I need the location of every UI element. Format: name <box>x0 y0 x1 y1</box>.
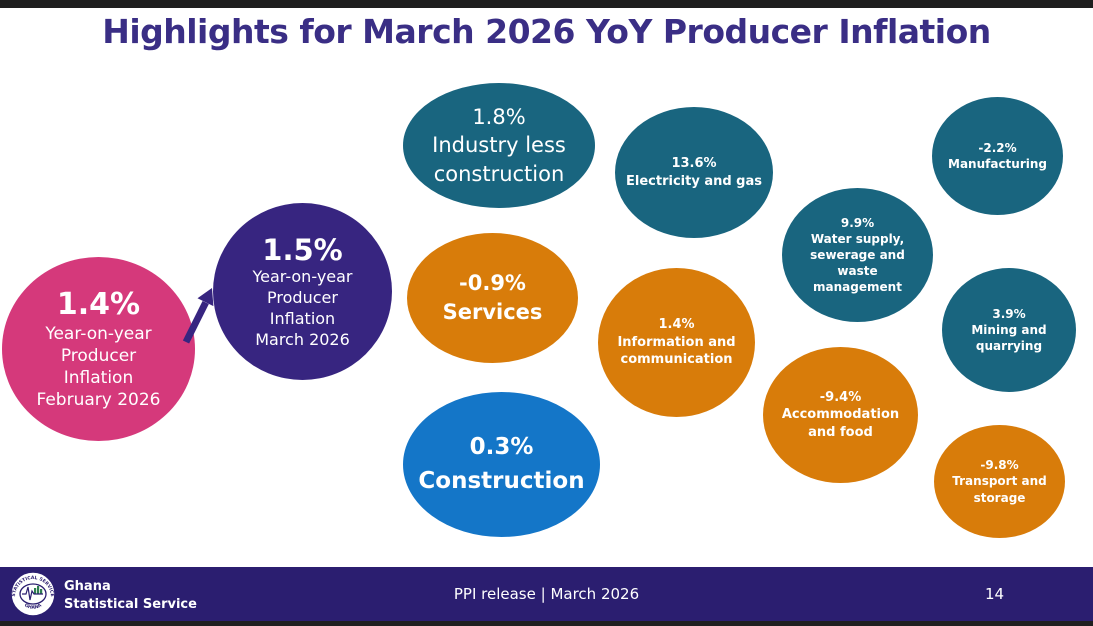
bubble-value: 1.8% <box>472 104 526 129</box>
bubble-construction: 0.3% Construction <box>403 392 600 537</box>
bottom-accent-bar <box>0 621 1093 626</box>
slide-title: Highlights for March 2026 YoY Producer I… <box>102 12 991 51</box>
footer-release-text: PPI release | March 2026 <box>453 585 640 603</box>
bubble-february-inflation: 1.4% Year-on-year Producer Inflation Feb… <box>2 257 195 441</box>
footer-org-line1: Ghana <box>64 579 111 594</box>
bubble-label: Services <box>442 300 543 324</box>
bubble-label: Water supply, sewerage and waste managem… <box>810 231 905 295</box>
bubble-label: Accommodation and food <box>781 407 900 440</box>
bubble-value: 1.4% <box>56 286 141 322</box>
bubble-value: 3.9% <box>992 306 1026 321</box>
top-accent-bar <box>0 0 1093 8</box>
bubble-accommodation-food: -9.4% Accommodation and food <box>763 347 918 483</box>
bubble-value: -9.4% <box>819 389 862 405</box>
bubble-value: -0.9% <box>459 270 526 295</box>
bubble-march-inflation: 1.5% Year-on-year Producer Inflation Mar… <box>213 203 392 380</box>
bubble-label: Manufacturing <box>948 157 1047 171</box>
bubble-label: Electricity and gas <box>626 173 762 189</box>
ghana-statistical-service-logo-icon: STATISTICAL SERVICE GHANA <box>10 571 56 617</box>
bubble-label: Year-on-year Producer Inflation February… <box>36 323 161 411</box>
bubble-label: Mining and quarrying <box>971 322 1047 354</box>
bubble-information-communication: 1.4% Information and communication <box>598 268 755 417</box>
bubble-label: Transport and storage <box>952 474 1047 505</box>
bubble-value: 9.9% <box>840 215 875 230</box>
footer-page-number: 14 <box>985 585 1005 603</box>
bubble-label: Construction <box>418 467 585 494</box>
bubble-label: Information and communication <box>617 334 736 368</box>
footer-bar: STATISTICAL SERVICE GHANA Ghana Statisti… <box>0 567 1093 621</box>
bubble-value: 1.4% <box>658 317 695 333</box>
bubble-manufacturing: -2.2% Manufacturing <box>932 97 1063 215</box>
bubble-value: 13.6% <box>671 155 717 171</box>
logo-ring-text-bottom: GHANA <box>23 602 43 611</box>
footer-org-line2: Statistical Service <box>64 596 197 612</box>
bubble-services: -0.9% Services <box>407 233 578 363</box>
bubble-value: -9.8% <box>980 458 1019 473</box>
svg-text:GHANA: GHANA <box>23 602 43 611</box>
footer-org-name: Ghana Statistical Service <box>64 578 197 613</box>
bubble-value: 0.3% <box>469 434 534 461</box>
bubble-mining-quarrying: 3.9% Mining and quarrying <box>942 268 1076 392</box>
bubble-label: Industry less construction <box>432 133 566 186</box>
increase-arrow-icon <box>182 288 214 344</box>
bubble-transport-storage: -9.8% Transport and storage <box>934 425 1065 538</box>
bubble-electricity-and-gas: 13.6% Electricity and gas <box>615 107 773 238</box>
bubble-industry-less-construction: 1.8% Industry less construction <box>403 83 595 208</box>
bubble-label: Year-on-year Producer Inflation March 20… <box>252 267 353 349</box>
bubble-value: 1.5% <box>262 232 343 267</box>
bubble-value: -2.2% <box>978 140 1017 155</box>
bubble-water-supply: 9.9% Water supply, sewerage and waste ma… <box>782 188 933 322</box>
